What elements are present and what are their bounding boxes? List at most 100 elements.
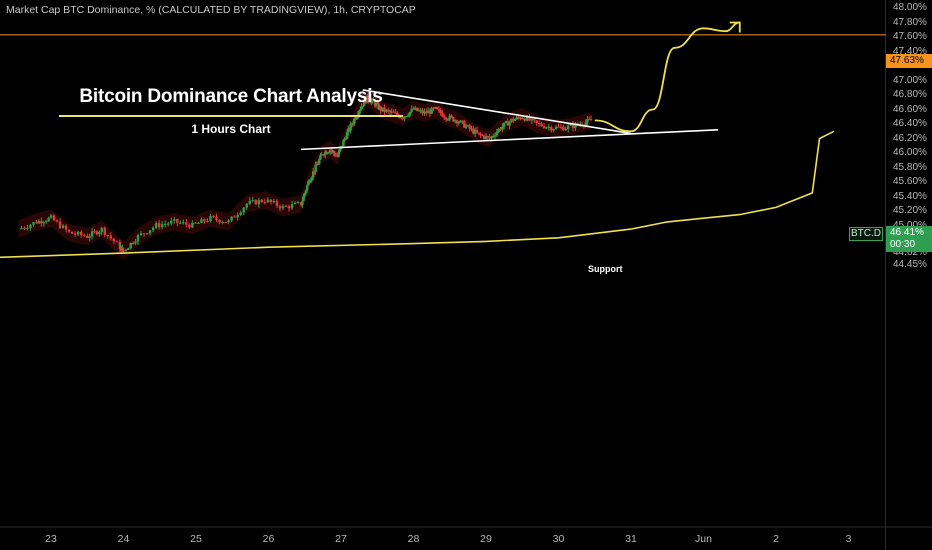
- candle-body: [266, 199, 270, 203]
- candle-body: [322, 154, 326, 156]
- candle-body: [254, 199, 258, 205]
- candle-body: [362, 100, 366, 107]
- candle-body: [206, 221, 209, 223]
- candle-body: [426, 110, 430, 114]
- support-trendline: [301, 129, 719, 151]
- candle-body: [315, 164, 319, 166]
- candle-body: [227, 220, 230, 223]
- candle-body: [333, 153, 337, 156]
- candle-body: [432, 107, 435, 109]
- price-tick: 46.20%: [893, 132, 927, 144]
- candle-body: [486, 136, 490, 138]
- price-tick: 45.40%: [893, 190, 927, 202]
- candle-body: [100, 227, 103, 232]
- candle-body: [562, 126, 565, 131]
- candle-body: [328, 149, 332, 153]
- candle-body: [182, 222, 185, 224]
- candle-body: [188, 224, 191, 228]
- candle-body: [35, 222, 38, 224]
- candle-body: [167, 223, 170, 225]
- candle-body: [86, 236, 89, 238]
- candle-body: [360, 106, 363, 110]
- candle-body: [47, 217, 50, 222]
- candle-body: [502, 122, 506, 127]
- candle-body: [351, 123, 355, 125]
- candle-body: [459, 120, 462, 123]
- candle-body: [93, 231, 96, 233]
- time-tick: 27: [335, 533, 347, 545]
- candle-body: [278, 205, 282, 209]
- candle-body: [332, 150, 335, 154]
- candle-body: [215, 216, 218, 220]
- chart-subtitle: 1 Hours Chart: [191, 122, 271, 136]
- candle-body: [588, 119, 591, 121]
- candle-body: [308, 181, 311, 183]
- candle-body: [392, 111, 395, 113]
- last-price-value: 46.41%: [890, 227, 924, 238]
- price-tick: 45.00%: [893, 219, 927, 231]
- candle-body: [374, 103, 378, 106]
- candle-body: [58, 221, 62, 228]
- candle-body: [40, 220, 43, 224]
- candle-body: [319, 155, 322, 160]
- candle-body: [446, 119, 450, 121]
- time-tick: 23: [45, 533, 57, 545]
- candle-body: [200, 219, 203, 223]
- candle-body: [443, 116, 446, 118]
- candle-body: [284, 205, 288, 207]
- candle-body: [218, 219, 221, 223]
- candle-body: [330, 149, 333, 151]
- candle-body: [325, 151, 328, 154]
- candle-body: [194, 222, 197, 224]
- candle-body: [160, 224, 164, 228]
- candle-body: [269, 199, 273, 203]
- price-tick: 47.40%: [893, 45, 927, 57]
- resistance-trendline: [362, 89, 632, 135]
- candle-body: [571, 124, 575, 129]
- candle-body: [347, 128, 350, 133]
- candle-body: [370, 100, 373, 103]
- candle-body: [354, 118, 357, 120]
- candle-body: [203, 219, 206, 222]
- candle-body: [336, 155, 339, 157]
- candle-body: [412, 108, 415, 110]
- price-tick: 44.45%: [893, 259, 927, 271]
- candle-body: [434, 107, 437, 109]
- candle-body: [345, 132, 349, 139]
- candle-body: [403, 116, 406, 119]
- candle-body: [320, 154, 323, 156]
- time-tick: 2: [773, 533, 779, 545]
- candle-body: [450, 115, 453, 118]
- candle-body: [134, 241, 137, 244]
- candle-body: [552, 129, 555, 131]
- projection-path: [594, 21, 740, 133]
- time-tick: 25: [190, 533, 202, 545]
- candle-body: [493, 135, 497, 137]
- candle-body: [363, 100, 367, 104]
- candle-body: [98, 231, 101, 235]
- candle-body: [70, 231, 74, 234]
- candle-body: [368, 102, 372, 104]
- moving-average-line: [0, 130, 835, 259]
- candle-body: [550, 126, 553, 131]
- candle-body: [365, 95, 368, 104]
- candle-body: [321, 154, 325, 156]
- candle-body: [406, 115, 410, 117]
- candle-body: [191, 222, 194, 228]
- candle-body: [142, 233, 146, 235]
- candle-body: [372, 99, 375, 102]
- candle-body: [334, 155, 338, 157]
- time-tick: 31: [625, 533, 637, 545]
- price-tick: 45.80%: [893, 161, 927, 173]
- price-tick: 46.00%: [893, 147, 927, 158]
- candle-body: [296, 202, 300, 204]
- candle-body: [151, 227, 155, 231]
- candle-body: [163, 223, 167, 225]
- candle-body: [545, 127, 548, 129]
- candle-body: [331, 150, 334, 152]
- candle-body: [408, 111, 412, 116]
- symbol-badge: BTC.D: [849, 227, 883, 241]
- candle-body: [301, 201, 304, 206]
- candle-body: [341, 145, 344, 147]
- candle-body: [185, 222, 188, 225]
